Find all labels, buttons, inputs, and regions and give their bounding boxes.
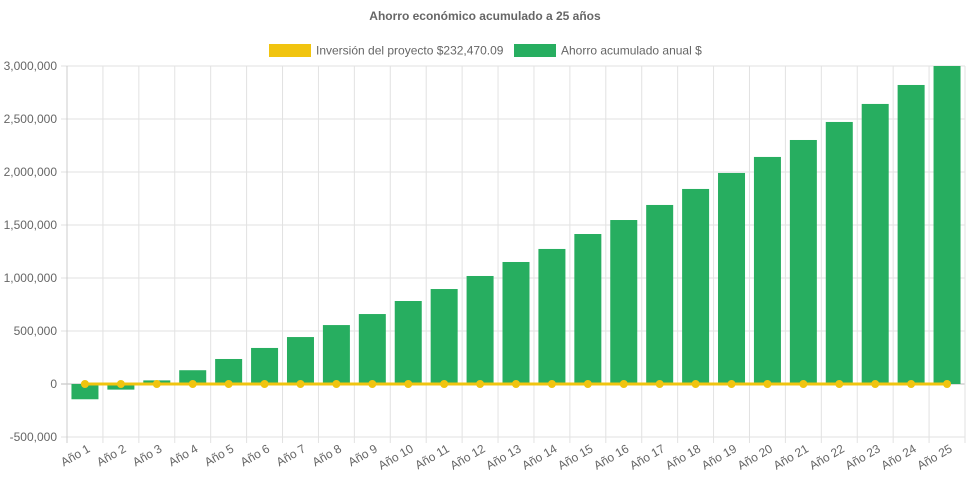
bar-año-12 xyxy=(466,275,494,384)
bar-año-18 xyxy=(682,188,710,384)
bar-año-17 xyxy=(646,204,674,384)
x-tick-label: Año 8 xyxy=(310,441,344,469)
investment-point xyxy=(476,380,485,388)
investment-point xyxy=(655,380,664,388)
bar-año-20 xyxy=(753,156,781,384)
x-tick-label: Año 5 xyxy=(202,441,236,469)
investment-point xyxy=(547,380,556,388)
x-tick-label: Año 9 xyxy=(346,441,380,469)
x-tick-label: Año 3 xyxy=(130,441,164,469)
y-tick-label: 2,000,000 xyxy=(4,165,58,179)
bar-año-15 xyxy=(574,234,602,384)
investment-point xyxy=(260,380,269,388)
investment-point xyxy=(835,380,844,388)
x-tick-label: Año 14 xyxy=(519,441,559,472)
y-tick-label: 500,000 xyxy=(14,324,58,338)
investment-point xyxy=(404,380,413,388)
investment-point xyxy=(907,380,916,388)
bar-año-23 xyxy=(861,103,889,384)
x-tick-label: Año 11 xyxy=(412,441,451,472)
x-tick-label: Año 21 xyxy=(771,441,811,472)
investment-point xyxy=(691,380,700,388)
investment-point xyxy=(619,380,628,388)
x-tick-label: Año 1 xyxy=(58,441,92,469)
x-tick-label: Año 16 xyxy=(591,441,631,472)
bar-año-4 xyxy=(179,370,207,384)
x-tick-label: Año 24 xyxy=(879,441,919,472)
investment-point xyxy=(368,380,377,388)
legend-swatch-investment[interactable] xyxy=(269,44,311,57)
investment-point xyxy=(583,380,592,388)
chart-title: Ahorro económico acumulado a 25 años xyxy=(369,9,601,23)
bar-año-21 xyxy=(789,139,817,384)
y-tick-label: 3,000,000 xyxy=(4,59,58,73)
investment-point xyxy=(943,380,952,388)
legend-label-investment[interactable]: Inversión del proyecto $232,470.09 xyxy=(316,44,504,58)
x-tick-label: Año 19 xyxy=(699,441,739,472)
bar-año-7 xyxy=(286,337,314,384)
investment-point xyxy=(296,380,305,388)
y-tick-label: 0 xyxy=(50,377,57,391)
bar-año-25 xyxy=(933,66,961,384)
bar-año-8 xyxy=(322,325,350,384)
bar-año-6 xyxy=(251,347,279,384)
x-tick-label: Año 17 xyxy=(627,441,667,472)
investment-point xyxy=(332,380,341,388)
x-tick-label: Año 15 xyxy=(555,441,595,472)
x-tick-label: Año 6 xyxy=(238,441,272,469)
bar-año-9 xyxy=(358,314,386,384)
investment-point xyxy=(440,380,449,388)
investment-point xyxy=(152,380,161,388)
investment-point xyxy=(116,380,125,388)
investment-point xyxy=(799,380,808,388)
bar-año-14 xyxy=(538,248,566,384)
x-tick-label: Año 25 xyxy=(915,441,955,472)
bar-año-10 xyxy=(394,301,422,384)
x-tick-label: Año 13 xyxy=(484,441,524,472)
bar-año-11 xyxy=(430,289,458,384)
legend: Inversión del proyecto $232,470.09 Ahorr… xyxy=(269,44,702,58)
investment-point xyxy=(512,380,520,388)
y-tick-label: 1,000,000 xyxy=(4,271,58,285)
x-tick-label: Año 23 xyxy=(843,441,883,472)
bar-año-1 xyxy=(71,384,99,400)
investment-point xyxy=(727,380,736,388)
x-tick-label: Año 12 xyxy=(448,441,488,472)
investment-point xyxy=(224,380,233,388)
investment-point xyxy=(871,380,880,388)
bar-año-5 xyxy=(215,358,243,384)
investment-point xyxy=(80,380,89,388)
investment-point xyxy=(188,380,197,388)
x-tick-label: Año 22 xyxy=(807,441,847,472)
bar-año-13 xyxy=(502,261,530,384)
legend-label-savings[interactable]: Ahorro acumulado anual $ xyxy=(561,44,702,58)
y-tick-label: 2,500,000 xyxy=(4,112,58,126)
bar-año-16 xyxy=(610,220,638,384)
x-tick-label: Año 20 xyxy=(735,441,775,472)
y-tick-label: -500,000 xyxy=(10,430,58,444)
bar-año-19 xyxy=(718,172,746,384)
x-tick-label: Año 10 xyxy=(376,441,416,472)
x-tick-label: Año 4 xyxy=(166,441,200,469)
bar-año-22 xyxy=(825,121,853,384)
bar-año-24 xyxy=(897,84,925,384)
investment-point xyxy=(763,380,772,388)
x-tick-label: Año 7 xyxy=(274,441,308,469)
y-tick-label: 1,500,000 xyxy=(4,218,58,232)
x-tick-label: Año 2 xyxy=(94,441,128,469)
x-tick-label: Año 18 xyxy=(663,441,703,472)
legend-swatch-savings[interactable] xyxy=(514,44,556,57)
